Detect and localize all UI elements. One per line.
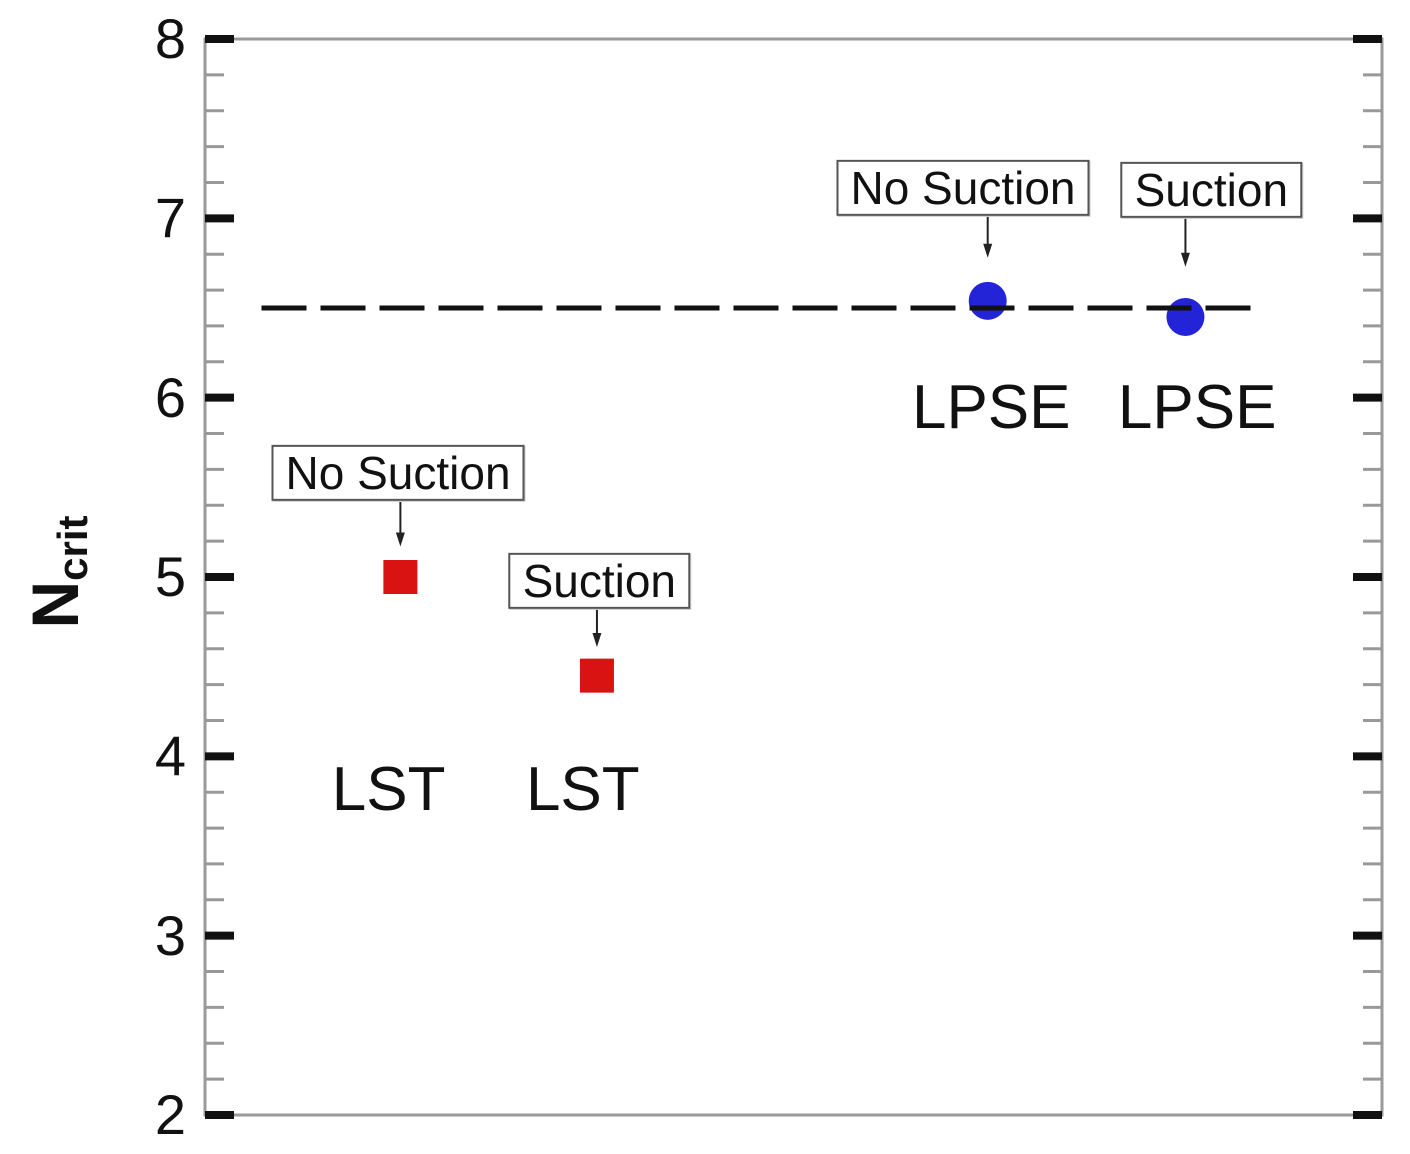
data-point-lpse-no-suction [968,281,1007,320]
data-point-lpse-suction [1166,297,1205,336]
annotation-arrowhead-icon [1180,252,1190,267]
annotation-arrowhead-icon [395,532,405,547]
plot-border [203,37,1384,1117]
data-point-lst-suction [579,658,614,693]
data-point-lst-no-suction [383,560,418,594]
annotation-arrowhead-icon [983,243,993,258]
annotation-arrowhead-icon [592,632,602,647]
